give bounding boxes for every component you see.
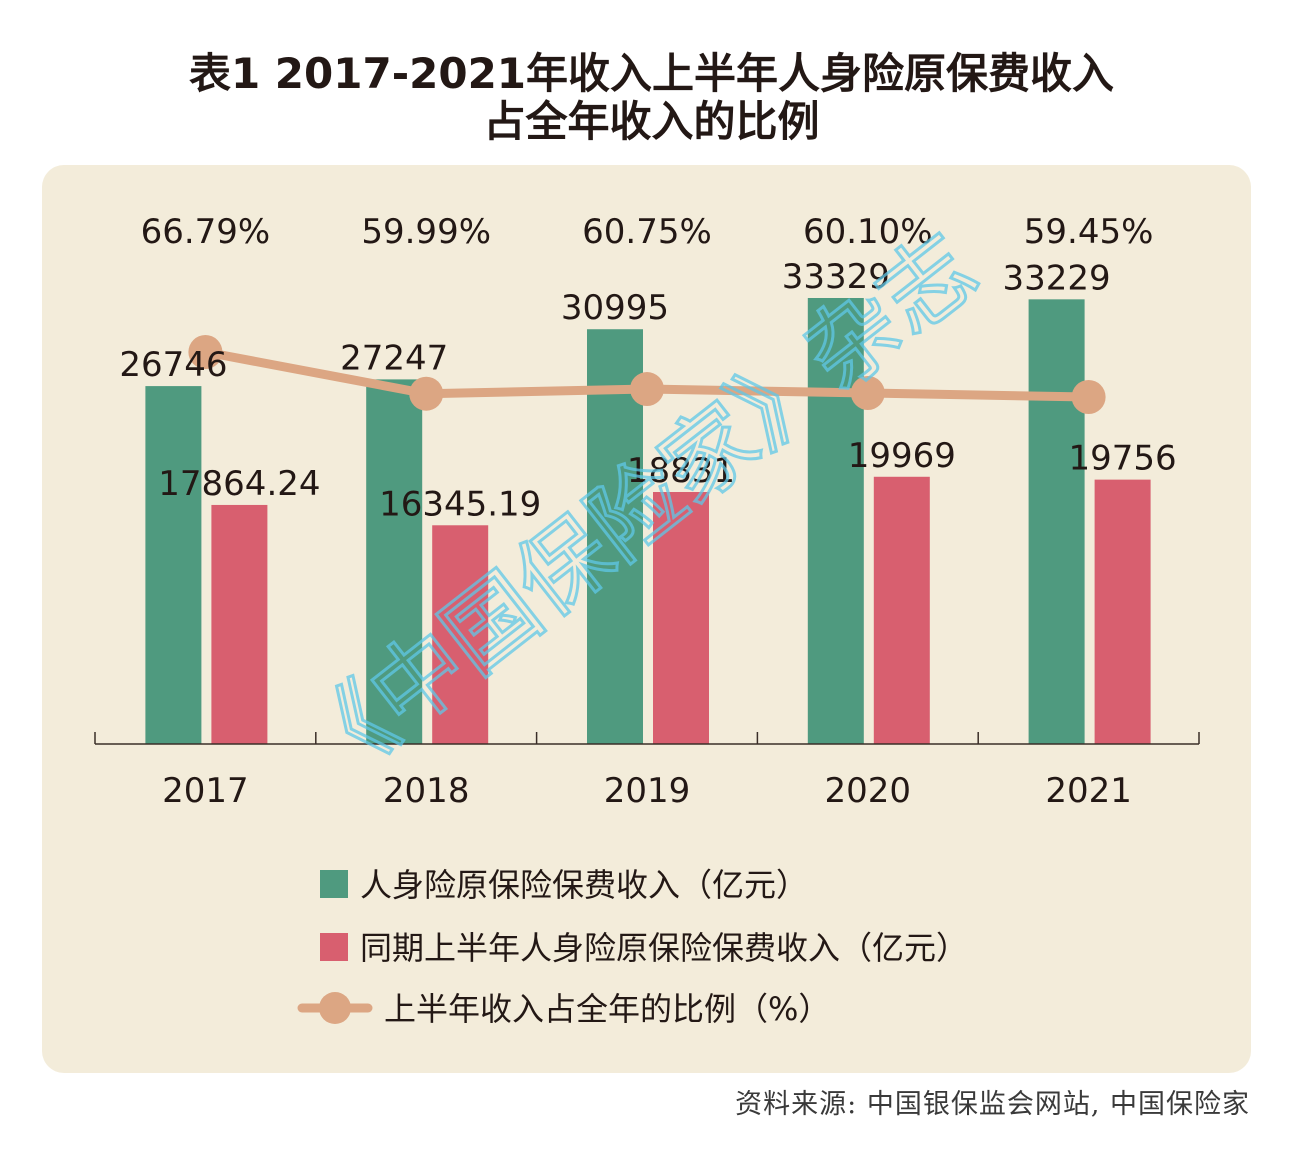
- bar-label-series2-2021: 19756: [1069, 439, 1177, 479]
- bar-label-series1-2019: 30995: [561, 288, 669, 328]
- x-tick-label-2021: 2021: [1045, 771, 1132, 811]
- bar-label-series2-2017: 17864.24: [158, 464, 320, 504]
- bar-label-series2-2020: 19969: [848, 436, 956, 476]
- legend-swatch-series2: [320, 933, 348, 961]
- bar-series2-2018: [432, 525, 489, 744]
- bars-layer: [145, 298, 1151, 744]
- chart-title-line-1: 表1 2017-2021年收入上半年人身险原保费收入: [188, 49, 1115, 98]
- bar-series1-2017: [145, 386, 202, 744]
- source-note: 资料来源: 中国银保监会网站, 中国保险家: [735, 1089, 1250, 1120]
- ratio-point-2020: [850, 376, 885, 411]
- labels-layer: 26746 17864.24 66.79% 27247 16345.19 59.99% 30…: [119, 212, 1176, 524]
- ratio-point-2017: [188, 335, 223, 369]
- ratio-label-2019: 60.75%: [582, 212, 712, 252]
- bar-label-series1-2020: 33329: [782, 257, 890, 297]
- bar-label-series1-2021: 33229: [1003, 258, 1111, 298]
- ratio-line-layer: [188, 335, 1106, 414]
- x-tick-label-2019: 2019: [604, 771, 691, 811]
- bar-series2-2021: [1094, 479, 1151, 744]
- bar-series1-2021: [1028, 299, 1085, 744]
- ratio-label-2020: 60.10%: [803, 212, 933, 252]
- bar-series1-2018: [366, 379, 423, 744]
- ratio-label-2018: 59.99%: [361, 212, 491, 252]
- legend-label-series2: 同期上半年人身险原保险保费收入（亿元）: [360, 929, 968, 967]
- ratio-point-2021: [1071, 380, 1106, 414]
- legend-label-series3: 上半年收入占全年的比例（%）: [384, 990, 830, 1028]
- bar-series1-2020: [807, 298, 864, 744]
- x-axis: 2017 2018 2019 2020 2021: [94, 732, 1200, 811]
- legend: 人身险原保险保费收入（亿元） 同期上半年人身险原保险保费收入（亿元） 上半年收入占全…: [297, 866, 968, 1028]
- bar-series2-2017: [211, 504, 268, 744]
- ratio-point-2018: [409, 376, 444, 411]
- bar-label-series2-2019: 18831: [627, 451, 735, 491]
- ratio-label-2017: 66.79%: [141, 212, 271, 252]
- legend-swatch-series1: [320, 870, 348, 898]
- x-tick-label-2020: 2020: [825, 771, 912, 811]
- bar-label-series1-2017: 26746: [119, 345, 227, 385]
- x-tick-label-2017: 2017: [162, 771, 249, 811]
- bar-series2-2020: [873, 476, 930, 744]
- bar-series2-2019: [653, 492, 709, 744]
- legend-label-series1: 人身险原保险保费收入（亿元）: [360, 866, 808, 904]
- legend-marker-series3: [319, 992, 351, 1024]
- bar-label-series1-2018: 27247: [340, 338, 448, 378]
- chart-title-line-2: 占全年收入的比例: [483, 97, 820, 146]
- x-tick-label-2018: 2018: [383, 771, 470, 811]
- bar-label-series2-2018: 16345.19: [379, 484, 541, 524]
- ratio-point-2019: [630, 372, 664, 407]
- ratio-label-2021: 59.45%: [1024, 212, 1154, 252]
